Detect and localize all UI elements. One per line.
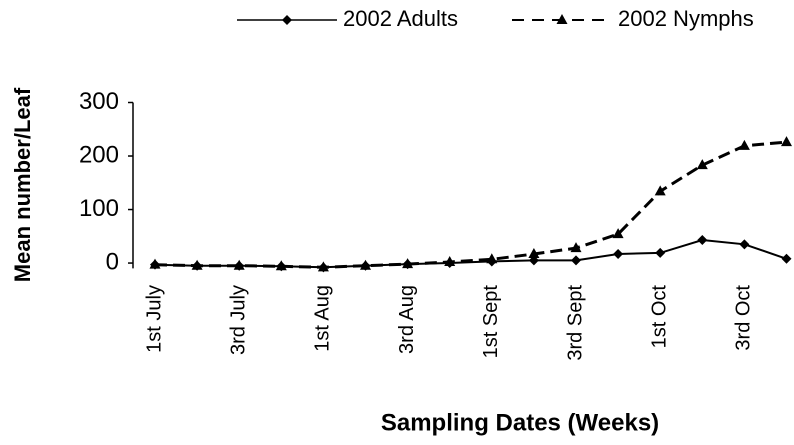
x-axis-title: Sampling Dates (Weeks) — [381, 409, 659, 436]
triangle-marker — [275, 260, 287, 271]
y-axis-title: Mean number/Leaf — [10, 87, 35, 282]
diamond-marker — [613, 248, 624, 259]
x-tick-label: 3rd Aug — [396, 285, 418, 354]
triangle-marker — [781, 136, 792, 147]
diamond-marker — [571, 255, 581, 266]
x-tick-label: 1st July — [143, 285, 165, 353]
x-tick-label: 1st Aug — [312, 285, 334, 352]
diamond-marker — [697, 235, 708, 246]
triangle-marker — [191, 259, 203, 270]
triangle-marker — [654, 185, 666, 196]
triangle-marker — [570, 242, 582, 253]
triangle-marker — [612, 228, 624, 239]
x-tick-label: 1st Oct — [648, 285, 670, 349]
y-tick-label: 100 — [79, 195, 119, 222]
triangle-marker — [738, 139, 750, 150]
triangle-marker — [696, 159, 708, 170]
legend-marker — [282, 15, 292, 25]
y-tick-label: 300 — [79, 88, 119, 115]
legend-marker — [556, 14, 568, 24]
triangle-marker — [317, 261, 329, 272]
series-line — [154, 238, 787, 269]
x-tick-label: 3rd July — [227, 285, 249, 355]
legend-label: 2002 Adults — [343, 6, 458, 31]
triangle-marker — [402, 258, 414, 269]
legend-label: 2002 Nymphs — [618, 6, 754, 31]
triangle-marker — [233, 259, 245, 270]
triangle-marker — [486, 253, 498, 264]
x-tick-label: 3rd Oct — [733, 285, 755, 351]
triangle-marker — [360, 259, 371, 270]
diamond-marker — [781, 253, 792, 264]
triangle-marker — [444, 255, 456, 266]
y-tick-label: 200 — [79, 141, 119, 168]
diamond-marker — [655, 247, 666, 258]
series-line — [154, 140, 787, 269]
diamond-marker — [739, 239, 750, 250]
x-tick-label: 1st Sept — [480, 285, 502, 359]
y-tick-label: 0 — [106, 248, 119, 275]
triangle-marker — [149, 258, 161, 269]
triangle-marker — [528, 247, 540, 258]
x-tick-label: 3rd Sept — [564, 285, 586, 361]
